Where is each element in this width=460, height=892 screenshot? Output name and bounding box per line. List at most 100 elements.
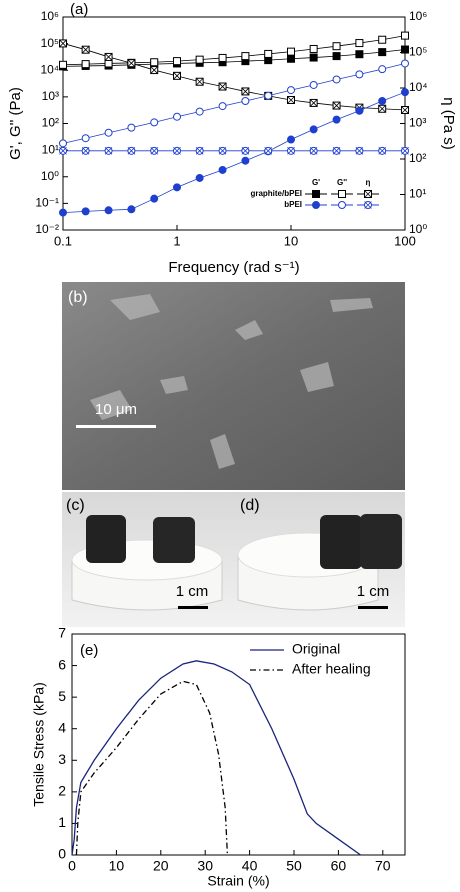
y-tick-label: 6 xyxy=(58,656,66,672)
marker-shape xyxy=(402,46,409,53)
marker-shape xyxy=(379,66,386,73)
legend-marker xyxy=(313,191,320,198)
data-point xyxy=(219,147,226,154)
data-point xyxy=(151,119,158,126)
data-point xyxy=(128,124,135,131)
data-point xyxy=(174,147,181,154)
marker-shape xyxy=(242,97,249,104)
x-tick-label: 10 xyxy=(284,233,298,248)
legend-label: After healing xyxy=(292,661,371,677)
y-tick-label: 10² xyxy=(42,116,59,130)
data-point xyxy=(82,61,89,68)
data-point xyxy=(196,108,203,115)
y2-tick-label: 10¹ xyxy=(409,187,426,201)
series-line xyxy=(63,63,405,143)
data-point xyxy=(356,40,363,47)
data-point xyxy=(242,157,249,164)
marker-shape xyxy=(265,50,272,57)
panel-label: (b) xyxy=(68,289,88,306)
data-point xyxy=(128,147,135,154)
data-point xyxy=(333,102,340,109)
legend-marker xyxy=(339,191,346,198)
data-point xyxy=(333,76,340,83)
panel-label: (a) xyxy=(70,1,88,18)
data-point xyxy=(402,89,409,96)
data-point xyxy=(402,46,409,53)
legend-marker xyxy=(313,202,320,209)
marker-shape xyxy=(60,61,67,68)
x-tick-label: 20 xyxy=(153,858,169,874)
data-point xyxy=(379,105,386,112)
marker-shape xyxy=(242,157,249,164)
data-point xyxy=(379,36,386,43)
marker-shape xyxy=(105,129,112,136)
data-point xyxy=(60,147,67,154)
legend-marker xyxy=(365,191,372,198)
data-point xyxy=(242,147,249,154)
data-point xyxy=(333,43,340,50)
data-point xyxy=(310,99,317,106)
data-point xyxy=(242,53,249,60)
y-tick-label: 10⁻¹ xyxy=(35,196,59,210)
panel-label: (d) xyxy=(240,497,260,514)
x-tick-label: 30 xyxy=(197,858,213,874)
marker-shape xyxy=(333,116,340,123)
marker-shape xyxy=(402,89,409,96)
y-tick-label: 10⁶ xyxy=(41,9,59,23)
y2-tick-label: 10⁴ xyxy=(409,80,428,94)
x-tick-label: 10 xyxy=(109,858,125,874)
data-point xyxy=(242,97,249,104)
data-point xyxy=(265,92,272,99)
y-tick-label: 10¹ xyxy=(42,142,59,156)
data-point xyxy=(310,147,317,154)
data-point xyxy=(82,208,89,215)
data-point xyxy=(288,136,295,143)
y2-tick-label: 10⁰ xyxy=(409,222,427,236)
marker-shape xyxy=(174,113,181,120)
data-point xyxy=(333,53,340,60)
y2-tick-label: 10⁵ xyxy=(409,45,427,59)
x-tick-label: 1 xyxy=(173,233,180,248)
data-point xyxy=(219,83,226,90)
data-point xyxy=(219,103,226,110)
data-point xyxy=(196,174,203,181)
data-point xyxy=(219,54,226,61)
x-tick-label: 70 xyxy=(375,858,391,874)
marker-shape xyxy=(310,81,317,88)
data-point xyxy=(402,32,409,39)
data-point xyxy=(288,55,295,62)
marker-shape xyxy=(60,209,67,216)
x-tick-label: 40 xyxy=(242,858,258,874)
marker-shape xyxy=(105,60,112,67)
data-point xyxy=(356,107,363,114)
data-point xyxy=(310,45,317,52)
data-point xyxy=(60,140,67,147)
marker-shape xyxy=(310,54,317,61)
data-point xyxy=(242,88,249,95)
series-line xyxy=(63,50,405,67)
y-tick-label: 10³ xyxy=(42,89,59,103)
marker-shape xyxy=(313,202,320,209)
data-point xyxy=(151,67,158,74)
marker-shape xyxy=(288,55,295,62)
data-point xyxy=(174,72,181,79)
legend-row: bPEI xyxy=(284,200,302,209)
marker-shape xyxy=(82,208,89,215)
legend-column: G' xyxy=(312,178,320,187)
data-point xyxy=(128,206,135,213)
marker-shape xyxy=(356,107,363,114)
marker-shape xyxy=(82,61,89,68)
marker-shape xyxy=(356,51,363,58)
series-line xyxy=(63,43,405,110)
sem-image xyxy=(62,282,405,490)
marker-shape xyxy=(339,191,346,198)
y2-tick-label: 10³ xyxy=(409,116,426,130)
marker-shape xyxy=(356,40,363,47)
data-point xyxy=(105,147,112,154)
data-point xyxy=(174,58,181,65)
x-axis-title: Frequency (rad s⁻¹) xyxy=(168,259,299,276)
marker-shape xyxy=(288,136,295,143)
marker-shape xyxy=(128,124,135,131)
marker-shape xyxy=(219,54,226,61)
data-point xyxy=(310,54,317,61)
